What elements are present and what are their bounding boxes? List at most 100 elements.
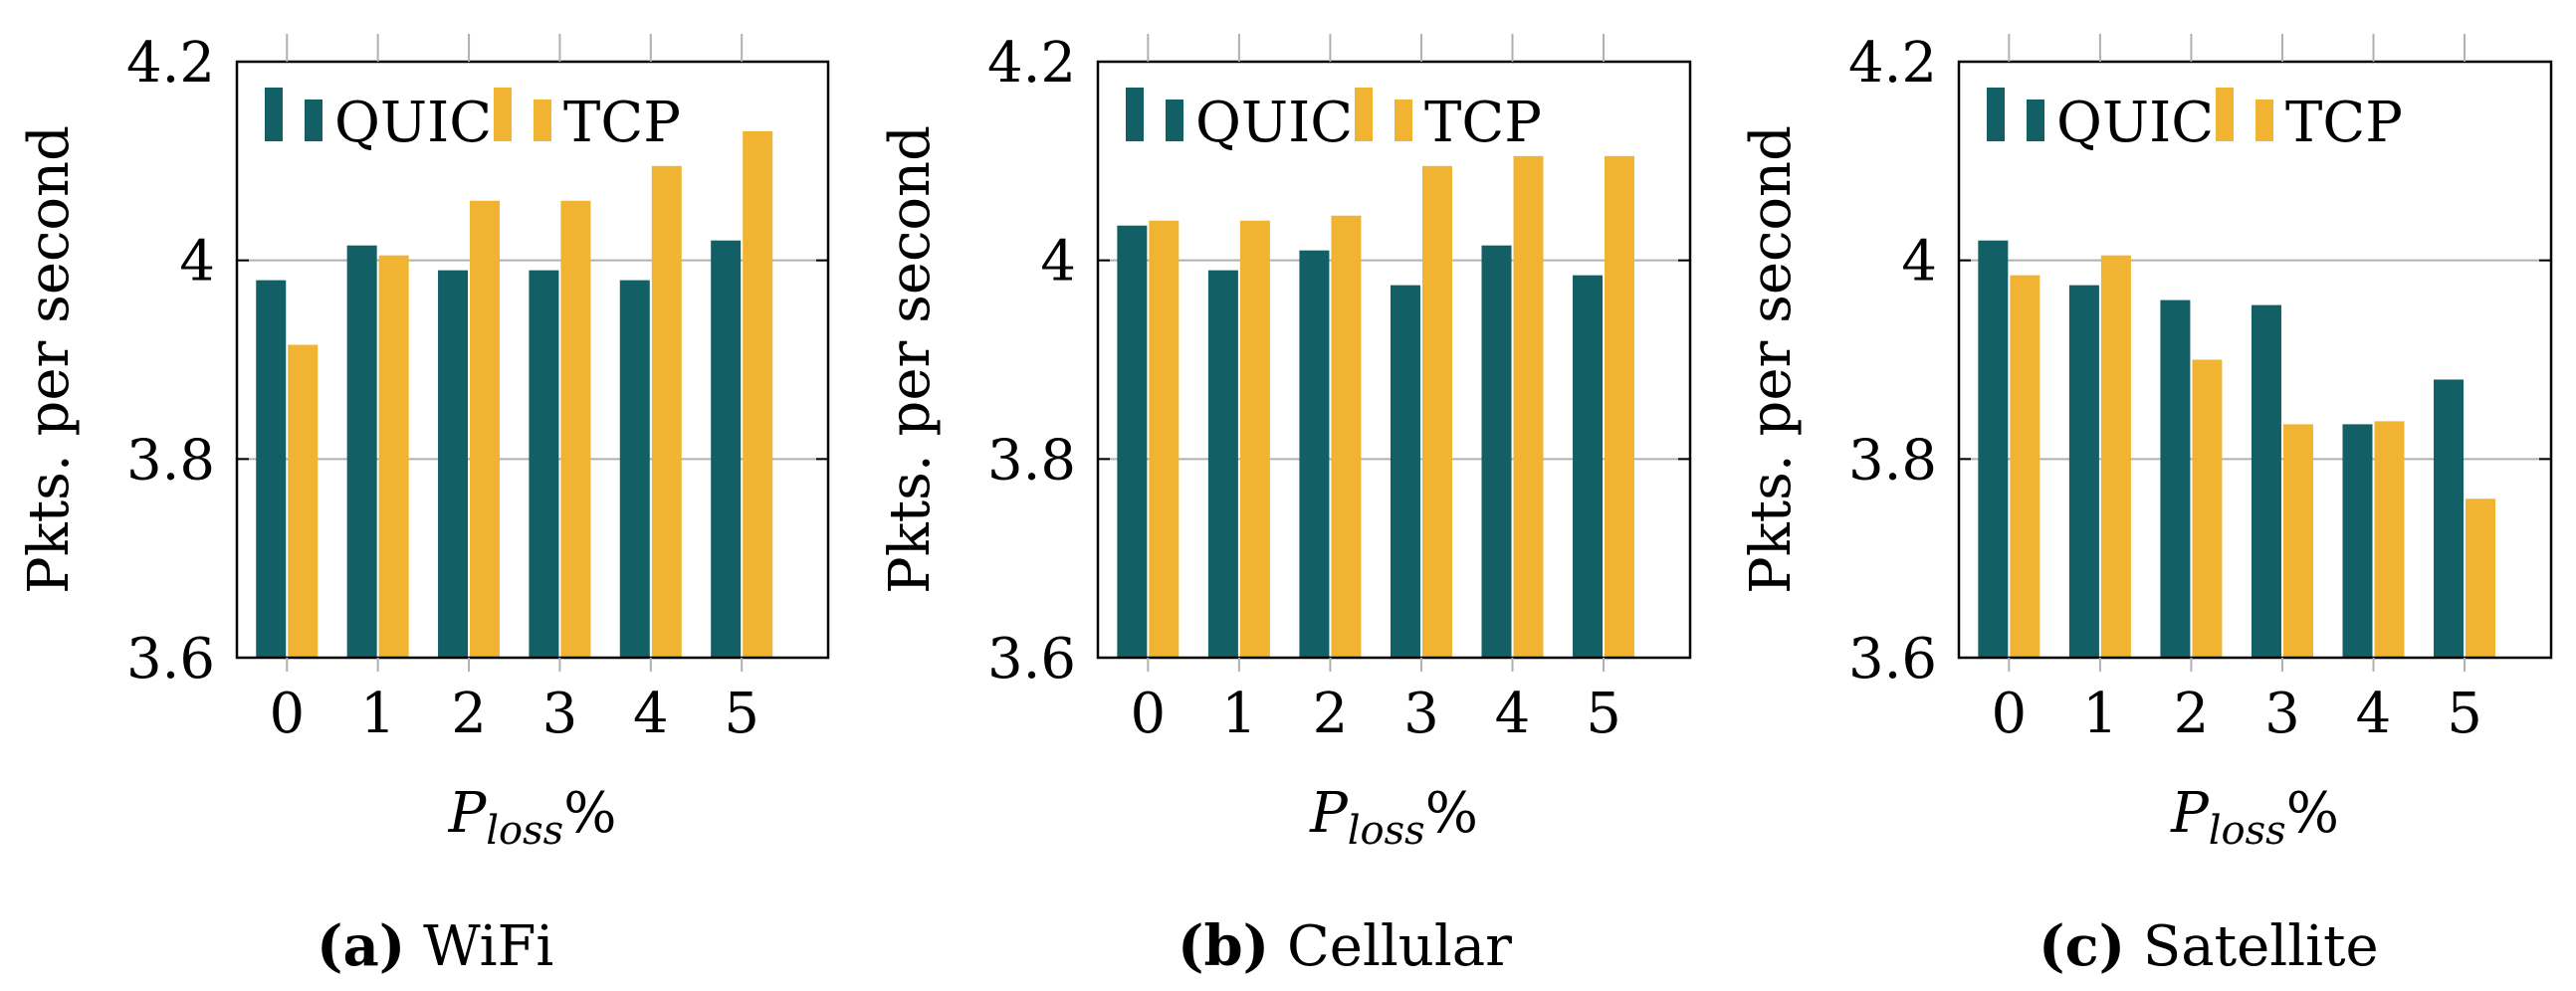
bar-quic-3	[1390, 285, 1420, 658]
y-tick-label: 3.8	[987, 428, 1076, 493]
x-tick-label: 1	[360, 682, 396, 746]
bar-quic-5	[2434, 379, 2465, 658]
bar-tcp-3	[560, 200, 591, 658]
legend-swatch-quic	[265, 88, 283, 141]
x-axis-label: Ploss%	[448, 781, 617, 854]
bar-quic-1	[1207, 270, 1238, 658]
y-tick-label: 3.6	[987, 627, 1076, 692]
bar-tcp-0	[288, 344, 319, 658]
bar-quic-3	[2251, 304, 2281, 658]
legend-swatch-tcp	[494, 88, 512, 141]
y-tick-label: 4.2	[126, 31, 215, 96]
bar-tcp-1	[1239, 220, 1270, 658]
x-tick-label: 5	[2447, 682, 2482, 746]
plot-frame	[1957, 60, 2553, 660]
y-tick-label: 4	[1901, 230, 1937, 295]
bar-quic-0	[256, 280, 287, 658]
bar-quic-4	[619, 280, 650, 658]
legend-label-quic: QUIC	[2056, 91, 2214, 155]
x-tick-label: 4	[633, 682, 669, 746]
bar-tcp-3	[2282, 424, 2313, 658]
y-tick-label: 4.2	[987, 31, 1076, 96]
legend-label-tcp: TCP	[563, 91, 681, 155]
x-tick-label: 5	[724, 682, 759, 746]
legend-swatch-quic	[1987, 88, 2005, 141]
y-tick-label: 4	[179, 230, 215, 295]
legend-swatch-quic	[1126, 88, 1144, 141]
bar-tcp-1	[2100, 255, 2131, 658]
bar-tcp-5	[2466, 498, 2496, 658]
bar-tcp-5	[1605, 155, 1635, 658]
y-tick-label: 3.6	[126, 627, 215, 692]
bar-quic-1	[346, 245, 377, 659]
legend-swatch-quic	[1166, 99, 1183, 141]
bar-tcp-2	[2192, 359, 2223, 658]
caption: (a) WiFi	[317, 913, 553, 979]
y-tick-label: 3.8	[1848, 428, 1937, 493]
bar-quic-5	[711, 240, 742, 658]
x-tick-label: 2	[1313, 682, 1349, 746]
bar-quic-4	[2342, 424, 2373, 658]
bar-tcp-5	[743, 130, 773, 659]
x-tick-label: 4	[2356, 682, 2392, 746]
bar-tcp-2	[470, 200, 501, 658]
y-tick-label: 3.8	[126, 428, 215, 493]
bar-quic-0	[1117, 225, 1148, 658]
bar-tcp-4	[1513, 155, 1544, 658]
bar-tcp-1	[378, 255, 409, 658]
x-tick-label: 1	[1221, 682, 1257, 746]
y-tick-label: 4	[1040, 230, 1076, 295]
legend-swatch-tcp	[1355, 88, 1373, 141]
x-tick-label: 3	[542, 682, 578, 746]
bar-quic-4	[1481, 245, 1512, 659]
bar-tcp-3	[1421, 165, 1452, 658]
x-tick-label: 4	[1495, 682, 1531, 746]
bar-quic-2	[438, 270, 469, 658]
bar-quic-3	[529, 270, 559, 658]
y-axis-label: Pkts. per second	[1739, 125, 1804, 594]
x-tick-label: 3	[1403, 682, 1439, 746]
x-tick-label: 2	[451, 682, 487, 746]
y-axis-label: Pkts. per second	[878, 125, 943, 594]
bar-tcp-0	[1149, 220, 1180, 658]
x-tick-label: 0	[1131, 682, 1167, 746]
x-axis-label: Ploss%	[1309, 781, 1478, 854]
legend-swatch-tcp	[1395, 99, 1412, 141]
x-tick-label: 5	[1586, 682, 1621, 746]
legend-label-quic: QUIC	[334, 91, 492, 155]
legend-label-tcp: TCP	[1424, 91, 1542, 155]
legend-swatch-quic	[2027, 99, 2044, 141]
bar-quic-0	[1978, 240, 2009, 658]
bar-tcp-2	[1331, 215, 1362, 658]
caption: (b) Cellular	[1178, 913, 1512, 979]
legend-swatch-tcp	[2255, 99, 2273, 141]
x-tick-label: 3	[2264, 682, 2300, 746]
legend-label-quic: QUIC	[1195, 91, 1353, 155]
bar-quic-5	[1573, 275, 1604, 658]
bar-tcp-4	[651, 165, 682, 658]
y-axis-label: Pkts. per second	[17, 125, 82, 594]
legend-swatch-tcp	[2216, 88, 2234, 141]
bar-quic-1	[2068, 285, 2099, 658]
plot-frame	[235, 60, 830, 660]
bar-quic-2	[1299, 250, 1330, 658]
x-tick-label: 0	[1992, 682, 2028, 746]
x-tick-label: 1	[2082, 682, 2118, 746]
bar-tcp-4	[2374, 421, 2405, 658]
legend-swatch-quic	[305, 99, 322, 141]
bar-tcp-0	[2010, 275, 2040, 658]
bar-quic-2	[2160, 299, 2191, 658]
y-tick-label: 3.6	[1848, 627, 1937, 692]
legend-label-tcp: TCP	[2285, 91, 2403, 155]
caption: (c) Satellite	[2039, 913, 2379, 979]
x-tick-label: 0	[269, 682, 305, 746]
y-tick-label: 4.2	[1848, 31, 1937, 96]
x-tick-label: 2	[2174, 682, 2210, 746]
legend-swatch-tcp	[534, 99, 551, 141]
x-axis-label: Ploss%	[2170, 781, 2339, 854]
plot-frame	[1096, 60, 1692, 660]
